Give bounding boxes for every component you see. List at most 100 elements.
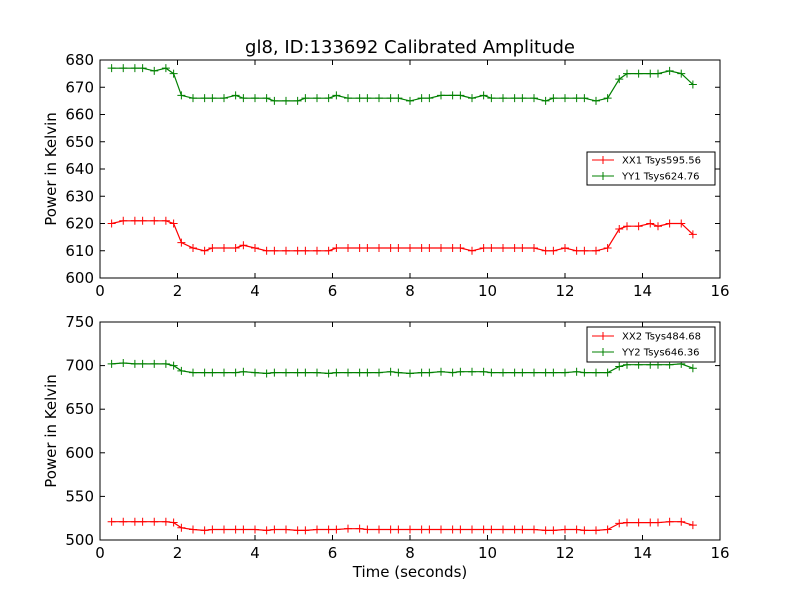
top-data-point	[572, 94, 581, 103]
top-data-point	[634, 69, 643, 78]
bottom-data-point	[270, 368, 279, 377]
top-data-point	[541, 246, 550, 255]
top-data-point	[417, 94, 426, 103]
top-data-point	[615, 75, 624, 84]
bottom-x-tick-label: 4	[250, 544, 260, 562]
top-y-tick-label: 620	[65, 215, 94, 233]
top-data-point	[561, 94, 569, 103]
bottom-data-point	[549, 368, 558, 377]
top-data-point	[107, 219, 116, 228]
bottom-data-point	[448, 525, 457, 534]
top-x-tick-label: 4	[250, 282, 260, 300]
top-y-tick-label: 600	[65, 269, 94, 287]
top-legend-marker-yy1	[599, 172, 607, 180]
bottom-data-point	[394, 525, 403, 534]
top-data-point	[386, 94, 395, 103]
top-data-point	[603, 94, 612, 103]
top-data-point	[355, 244, 364, 253]
bottom-data-point	[406, 369, 414, 378]
top-legend-box	[586, 151, 716, 186]
top-data-point	[150, 66, 159, 75]
bottom-legend-marker-xx2	[599, 332, 607, 340]
bottom-data-point	[654, 518, 662, 527]
top-x-tick-label: 8	[405, 282, 415, 300]
top-data-point	[541, 96, 550, 105]
top-data-point	[518, 244, 527, 253]
bottom-x-axis-label: Time (seconds)	[352, 563, 468, 581]
bottom-x-tick-label: 2	[173, 544, 183, 562]
bottom-legend-marker-yy2	[599, 348, 607, 356]
bottom-data-point	[239, 525, 248, 534]
bottom-data-point	[332, 368, 341, 377]
bottom-x-tick-label: 10	[478, 544, 497, 562]
bottom-data-point	[355, 368, 364, 377]
top-data-point	[623, 69, 631, 78]
bottom-data-point	[456, 367, 465, 376]
top-data-point	[549, 246, 558, 255]
top-data-point	[425, 244, 434, 253]
bottom-data-point	[332, 525, 341, 534]
top-data-point	[499, 244, 507, 253]
top-data-point	[623, 222, 631, 231]
bottom-data-point	[231, 368, 240, 377]
bottom-data-point	[107, 359, 116, 368]
top-data-point	[169, 219, 178, 228]
top-data-point	[437, 91, 445, 100]
top-data-point	[313, 94, 321, 103]
bottom-x-tick-label: 16	[710, 544, 729, 562]
bottom-data-point	[119, 517, 128, 526]
bottom-data-point	[324, 369, 333, 378]
top-data-point	[646, 219, 655, 228]
bottom-data-point	[634, 518, 643, 527]
top-data-point	[270, 96, 279, 105]
bottom-data-point	[150, 359, 159, 368]
top-x-tick-label: 14	[633, 282, 652, 300]
top-data-point	[654, 69, 662, 78]
top-legend-label-yy1: YY1 Tsys624.76	[621, 172, 700, 183]
bottom-data-point	[251, 525, 259, 534]
top-series-group	[107, 64, 697, 255]
top-data-point	[313, 246, 321, 255]
bottom-data-point	[177, 366, 186, 375]
top-y-tick-label: 640	[65, 160, 94, 178]
bottom-data-point	[189, 368, 197, 377]
top-data-point	[177, 91, 186, 100]
top-data-point	[138, 216, 147, 225]
top-x-tick-label: 16	[710, 282, 729, 300]
top-data-point	[130, 216, 139, 225]
bottom-data-point	[499, 525, 507, 534]
top-data-point	[456, 91, 465, 100]
top-data-point	[251, 94, 259, 103]
bottom-data-point	[530, 525, 538, 534]
top-data-point	[487, 244, 496, 253]
bottom-plot-frame	[99, 321, 721, 541]
bottom-data-point	[417, 525, 426, 534]
bottom-y-tick-label: 650	[65, 400, 94, 418]
bottom-data-point	[561, 368, 569, 377]
top-data-point	[344, 244, 352, 253]
top-data-point	[665, 66, 674, 75]
top-data-point	[394, 244, 403, 253]
top-chart-panel: gl8, ID:133692 Calibrated Amplitude 0 2 4 6…	[42, 37, 730, 300]
bottom-data-point	[220, 525, 228, 534]
top-data-point	[324, 246, 333, 255]
top-data-point	[572, 246, 581, 255]
top-data-point	[394, 94, 403, 103]
bottom-legend-box	[586, 326, 716, 363]
top-data-point	[615, 224, 624, 233]
top-data-point	[355, 94, 364, 103]
bottom-data-point	[363, 368, 372, 377]
top-data-point	[239, 241, 248, 250]
top-data-point	[270, 246, 279, 255]
top-data-point	[688, 80, 697, 89]
top-data-point	[406, 244, 414, 253]
bottom-data-point	[293, 368, 302, 377]
top-data-point	[437, 244, 445, 253]
bottom-data-point	[592, 526, 600, 535]
bottom-data-point	[293, 526, 302, 535]
bottom-data-point	[355, 524, 364, 533]
bottom-data-point	[344, 368, 352, 377]
bottom-series-group	[107, 358, 697, 535]
bottom-data-point	[363, 525, 372, 534]
